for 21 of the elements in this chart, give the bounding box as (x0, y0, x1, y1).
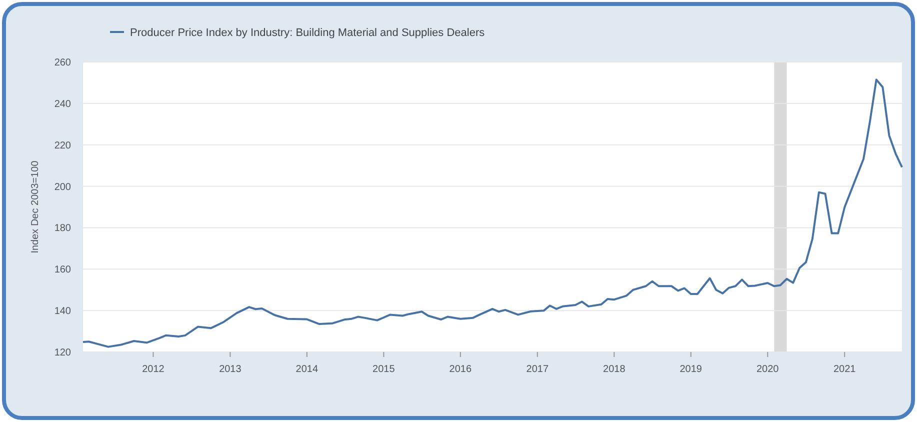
x-tick-label: 2015 (372, 364, 396, 375)
y-tick-label: 220 (54, 140, 72, 152)
y-tick-label: 140 (54, 306, 72, 318)
x-tick-label: 2013 (219, 364, 242, 375)
x-tick-label: 2016 (449, 364, 472, 375)
x-tick-label: 2018 (603, 364, 626, 375)
y-tick-label: 160 (54, 264, 72, 276)
x-tick-label: 2014 (296, 364, 318, 375)
y-axis-title: Index Dec 2003=100 (30, 160, 41, 254)
y-tick-label: 120 (54, 348, 72, 358)
y-tick-label: 180 (54, 223, 72, 234)
line-series (82, 78, 903, 348)
x-tick-label: 2019 (680, 364, 702, 375)
y-tick-label: 240 (54, 98, 72, 110)
legend-label: Producer Price Index by Industry: Building Material and Supplies Dealers (130, 26, 486, 39)
y-tick-label: 260 (54, 58, 72, 68)
x-tick-label: 2012 (142, 364, 165, 375)
x-tick-label: 2017 (526, 364, 549, 375)
y-tick-label: 200 (54, 182, 72, 193)
x-tick-label: 2020 (756, 364, 780, 375)
x-tick-label: 2021 (833, 364, 856, 375)
